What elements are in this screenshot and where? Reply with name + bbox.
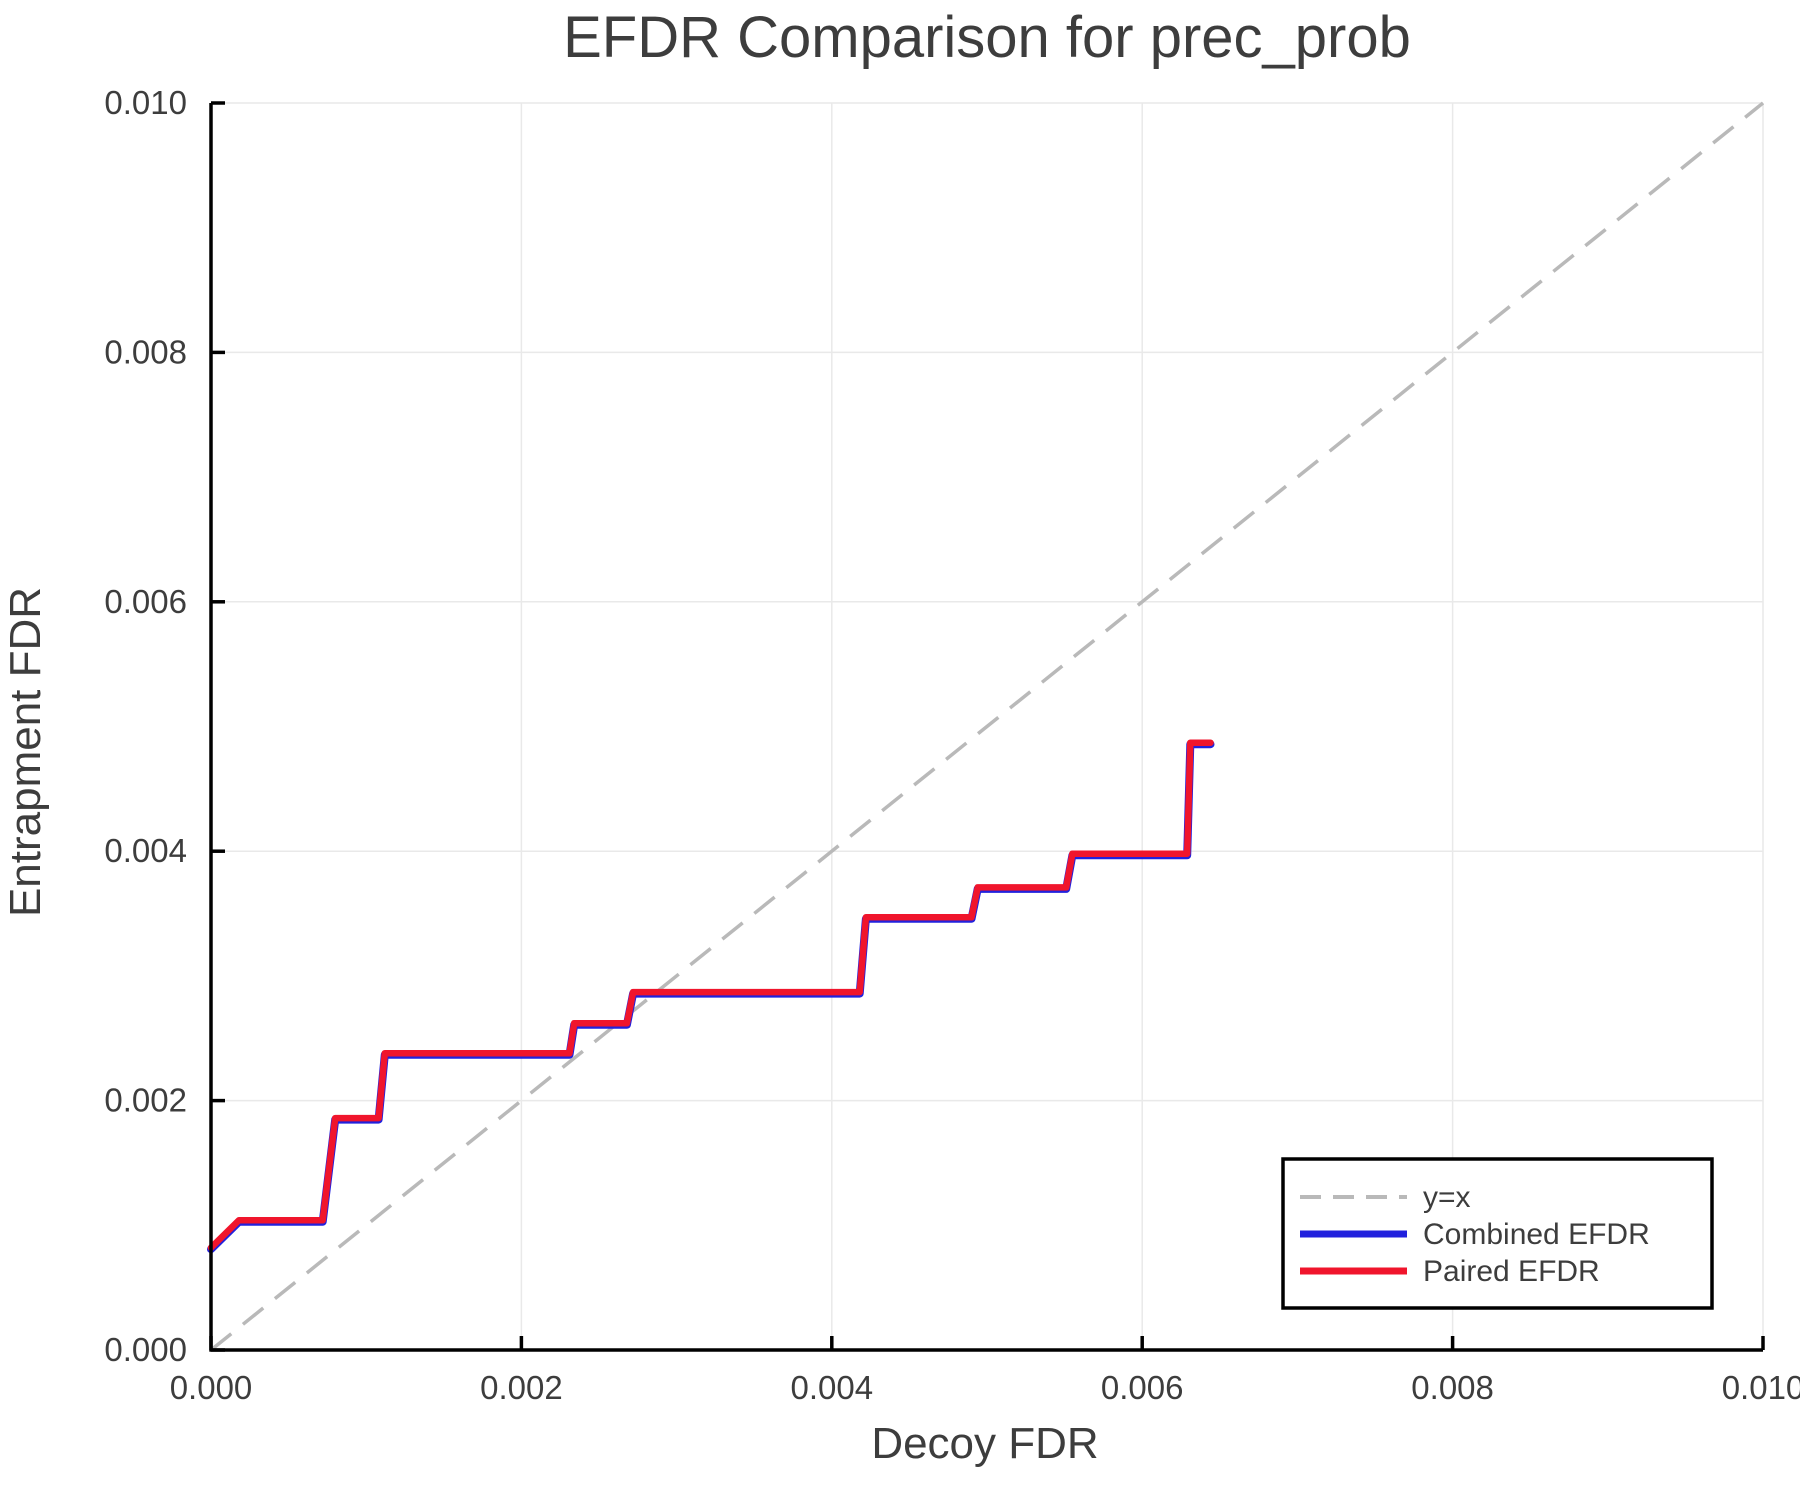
combined-efdr-line xyxy=(207,740,1215,1254)
x-tick-label: 0.000 xyxy=(170,1369,253,1406)
series-lines xyxy=(207,739,1215,1254)
y-tick-label: 0.004 xyxy=(104,832,187,869)
diagonal-reference-line xyxy=(209,101,1765,1352)
y-tick-label: 0.000 xyxy=(104,1331,187,1368)
identity-line xyxy=(209,101,1765,1352)
axes-spines xyxy=(209,103,1763,1352)
legend-label-yx: y=x xyxy=(1423,1181,1471,1214)
y-tick-label: 0.008 xyxy=(104,333,187,370)
x-tick-label: 0.004 xyxy=(791,1369,874,1406)
x-axis-label: Decoy FDR xyxy=(871,1419,1098,1468)
y-tick-label: 0.002 xyxy=(104,1082,187,1119)
tick-marks xyxy=(209,101,1765,1352)
paired-efdr-line xyxy=(207,739,1214,1251)
legend: y=x Combined EFDR Paired EFDR xyxy=(1281,1157,1714,1310)
tick-labels: 0.000 0.002 0.004 0.006 0.008 0.010 0.000 0.002… xyxy=(104,84,1800,1406)
x-tick-label: 0.002 xyxy=(480,1369,563,1406)
x-tick-label: 0.010 xyxy=(1722,1369,1800,1406)
x-tick-label: 0.008 xyxy=(1411,1369,1494,1406)
y-axis-label: Entrapment FDR xyxy=(1,587,50,917)
x-tick-label: 0.006 xyxy=(1101,1369,1184,1406)
chart-title: EFDR Comparison for prec_prob xyxy=(563,5,1411,70)
legend-label-combined: Combined EFDR xyxy=(1423,1218,1650,1251)
y-tick-label: 0.006 xyxy=(104,583,187,620)
y-tick-label: 0.010 xyxy=(104,84,187,121)
legend-label-paired: Paired EFDR xyxy=(1423,1255,1600,1288)
